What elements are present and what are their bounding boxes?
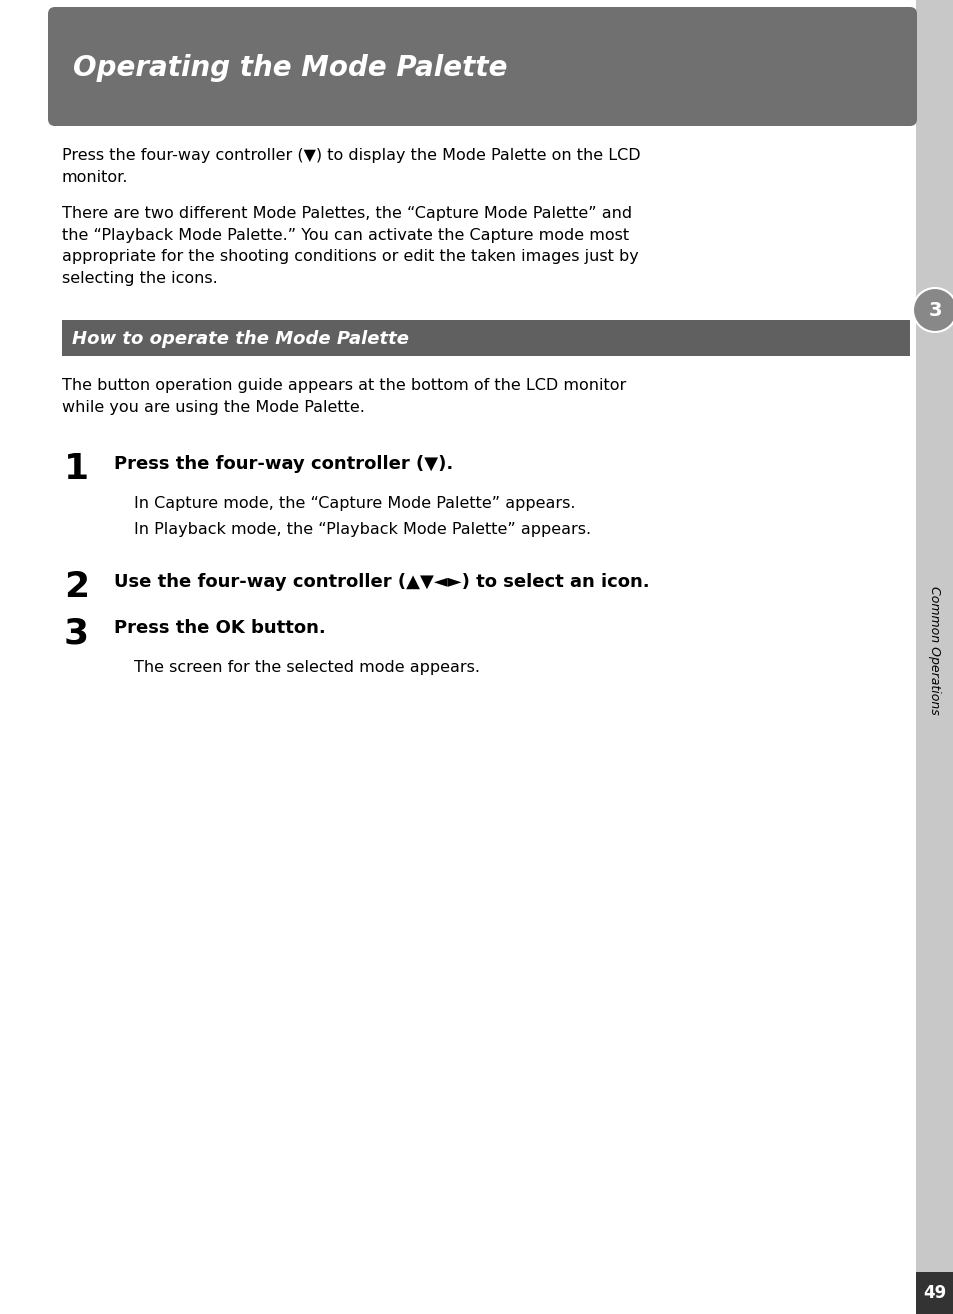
- Text: Common Operations: Common Operations: [927, 586, 941, 715]
- FancyBboxPatch shape: [48, 7, 916, 126]
- Text: Press the four-way controller (▼) to display the Mode Palette on the LCD
monitor: Press the four-way controller (▼) to dis…: [62, 148, 640, 184]
- Text: The screen for the selected mode appears.: The screen for the selected mode appears…: [133, 660, 479, 675]
- Text: 2: 2: [64, 570, 89, 604]
- Bar: [62, 321, 909, 356]
- Text: How to operate the Mode Palette: How to operate the Mode Palette: [71, 330, 409, 348]
- Text: Operating the Mode Palette: Operating the Mode Palette: [73, 54, 507, 81]
- Text: Use the four-way controller (▲▼◄►) to select an icon.: Use the four-way controller (▲▼◄►) to se…: [113, 573, 649, 591]
- Text: The button operation guide appears at the bottom of the LCD monitor
while you ar: The button operation guide appears at th…: [62, 378, 625, 415]
- Text: 49: 49: [923, 1284, 945, 1302]
- Text: 1: 1: [64, 452, 89, 486]
- Bar: [915, 0, 953, 1314]
- Text: In Capture mode, the “Capture Mode Palette” appears.: In Capture mode, the “Capture Mode Palet…: [133, 495, 575, 511]
- Circle shape: [912, 288, 953, 332]
- Bar: [915, 1272, 953, 1314]
- Text: 3: 3: [927, 301, 941, 319]
- Text: There are two different Mode Palettes, the “Capture Mode Palette” and
the “Playb: There are two different Mode Palettes, t…: [62, 206, 639, 286]
- Text: Press the four-way controller (▼).: Press the four-way controller (▼).: [113, 455, 453, 473]
- Text: 3: 3: [64, 616, 89, 650]
- Text: Press the OK button.: Press the OK button.: [113, 619, 325, 637]
- Text: In Playback mode, the “Playback Mode Palette” appears.: In Playback mode, the “Playback Mode Pal…: [133, 522, 591, 537]
